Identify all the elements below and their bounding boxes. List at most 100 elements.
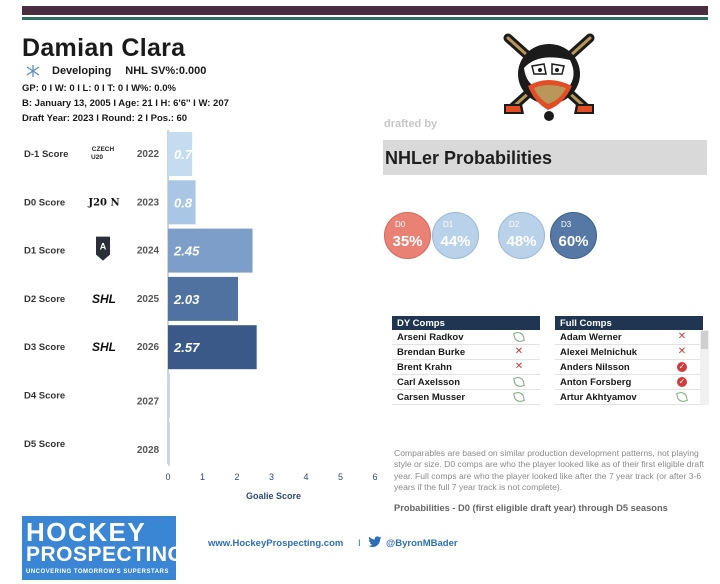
bar-value-label: 0.8	[174, 195, 193, 210]
probability-circle-d0: D0 35%	[384, 212, 431, 259]
dy-comps-header: DY Comps	[392, 316, 540, 330]
full-comp-row[interactable]: Adam Werner ✕	[555, 330, 703, 345]
probabilities-title: NHLer Probabilities	[385, 148, 553, 168]
leaf-icon	[513, 331, 525, 343]
dy-comp-name: Brent Krahn	[397, 362, 452, 373]
probabilities-note: Probabilities - D0 (first eligible draft…	[394, 503, 668, 513]
full-comps-panel: Full Comps Adam Werner ✕ Alexei Melnichuk ✕…	[555, 316, 703, 405]
drafted-by-label: drafted by	[384, 118, 438, 130]
league-label: SHL	[92, 292, 116, 306]
footer-separator: I	[358, 538, 361, 549]
league-label: U20	[91, 154, 103, 161]
twitter-bird-icon[interactable]	[368, 536, 382, 548]
probability-label: D3	[561, 220, 572, 229]
dy-comp-row[interactable]: Brent Krahn ✕	[392, 360, 540, 375]
category-label: D3 Score	[24, 342, 65, 353]
bar	[168, 180, 196, 225]
stats-line: GP: 0 I W: 0 I L: 0 I T: 0 I W%: 0.0%	[22, 83, 176, 94]
probabilities-header: NHLer Probabilities	[383, 140, 707, 175]
year-label: 2023	[137, 197, 160, 208]
status-label: Developing	[52, 65, 112, 77]
status-row: Developing NHL SV%:0.000	[24, 64, 206, 78]
player-name: Damian Clara	[22, 34, 186, 62]
empty-bar	[168, 373, 170, 418]
league-label: J20 N	[87, 197, 119, 208]
dy-comp-row[interactable]: Brendan Burke ✕	[392, 345, 540, 360]
website-link[interactable]: www.HockeyProspecting.com	[208, 538, 344, 549]
full-comp-name: Artur Akhtyamov	[560, 392, 637, 403]
x-tick-label: 0	[165, 472, 170, 482]
year-label: 2022	[137, 149, 160, 160]
bar-value-label: 2.57	[173, 340, 200, 355]
hockey-prospecting-logo[interactable]: HOCKEY PROSPECTING UNCOVERING TOMORROW'S…	[22, 516, 184, 580]
dy-comp-name: Brendan Burke	[397, 347, 466, 358]
category-label: D0 Score	[24, 197, 65, 208]
leaf-icon	[676, 391, 688, 403]
bio-line: B: January 13, 2005 I Age: 21 I H: 6'6''…	[22, 98, 229, 109]
dy-comp-row[interactable]: Carsen Musser	[392, 390, 540, 405]
save-percentage: NHL SV%:0.000	[125, 65, 207, 77]
x-tick-label: 4	[303, 472, 308, 482]
full-comps-scrollbar[interactable]	[700, 330, 709, 405]
year-label: 2024	[137, 246, 160, 257]
logo-line-2: PROSPECTING	[26, 543, 185, 566]
full-comp-row[interactable]: Anders Nilsson ✓	[555, 360, 703, 375]
category-label: D-1 Score	[24, 149, 68, 160]
x-icon: ✕	[514, 346, 524, 357]
dy-comp-row[interactable]: Arseni Radkov	[392, 330, 540, 345]
bar-value-label: 2.03	[173, 292, 200, 307]
year-label: 2028	[137, 445, 160, 456]
x-icon: ✕	[514, 361, 524, 372]
probability-label: D2	[509, 220, 520, 229]
probability-label: D1	[443, 220, 454, 229]
dy-comp-name: Carsen Musser	[397, 392, 466, 403]
full-comps-scroll-thumb[interactable]	[701, 331, 708, 349]
full-comp-name: Adam Werner	[560, 332, 622, 343]
probability-value: 60%	[558, 233, 589, 250]
x-icon: ✕	[677, 331, 687, 342]
probability-circle-d1: D1 44%	[432, 212, 479, 259]
probability-circle-d3: D3 60%	[550, 212, 597, 259]
probability-circle-d2: D2 48%	[498, 212, 545, 259]
dy-comp-row[interactable]: Carl Axelsson	[392, 375, 540, 390]
twitter-handle[interactable]: @ByronMBader	[386, 538, 458, 549]
x-tick-label: 5	[338, 472, 343, 482]
year-label: 2025	[137, 294, 160, 305]
full-comps-header: Full Comps	[555, 316, 703, 330]
x-tick-label: 1	[200, 472, 205, 482]
league-label: SHL	[92, 340, 116, 354]
logo-line-1: HOCKEY	[26, 517, 147, 547]
full-comp-name: Anders Nilsson	[560, 362, 630, 373]
bar	[168, 228, 253, 273]
league-logo-icon	[96, 236, 110, 261]
full-comp-row[interactable]: Anton Forsberg ✓	[555, 375, 703, 390]
empty-bar	[168, 421, 170, 466]
bar-value-label: 0.7	[174, 147, 193, 162]
league-label: CZECH	[92, 146, 115, 153]
full-comp-row[interactable]: Alexei Melnichuk ✕	[555, 345, 703, 360]
snowflake-icon	[26, 65, 40, 77]
draft-line: Draft Year: 2023 I Round: 2 I Pos.: 60	[22, 113, 188, 124]
leaf-icon	[513, 391, 525, 403]
probability-label: D0	[395, 220, 406, 229]
x-tick-label: 2	[234, 472, 239, 482]
x-tick-label: 3	[269, 472, 274, 482]
probability-value: 35%	[392, 233, 423, 250]
full-comp-row[interactable]: Artur Akhtyamov	[555, 390, 703, 405]
bar	[168, 132, 193, 176]
category-label: D1 Score	[24, 246, 65, 257]
dy-comp-name: Carl Axelsson	[397, 377, 461, 388]
check-icon: ✓	[677, 377, 687, 387]
top-accent-line	[22, 17, 708, 20]
category-label: D5 Score	[24, 439, 65, 450]
year-label: 2027	[137, 397, 160, 408]
league-logo-letter: A	[100, 242, 107, 252]
probability-value: 48%	[506, 233, 537, 250]
x-tick-label: 6	[372, 472, 377, 482]
logo-tagline: UNCOVERING TOMORROW'S SUPERSTARS	[26, 569, 169, 575]
category-label: D4 Score	[24, 391, 65, 402]
bar-value-label: 2.45	[173, 244, 200, 259]
ducks-logo-icon	[503, 33, 595, 121]
x-axis-title: Goalie Score	[246, 491, 301, 501]
